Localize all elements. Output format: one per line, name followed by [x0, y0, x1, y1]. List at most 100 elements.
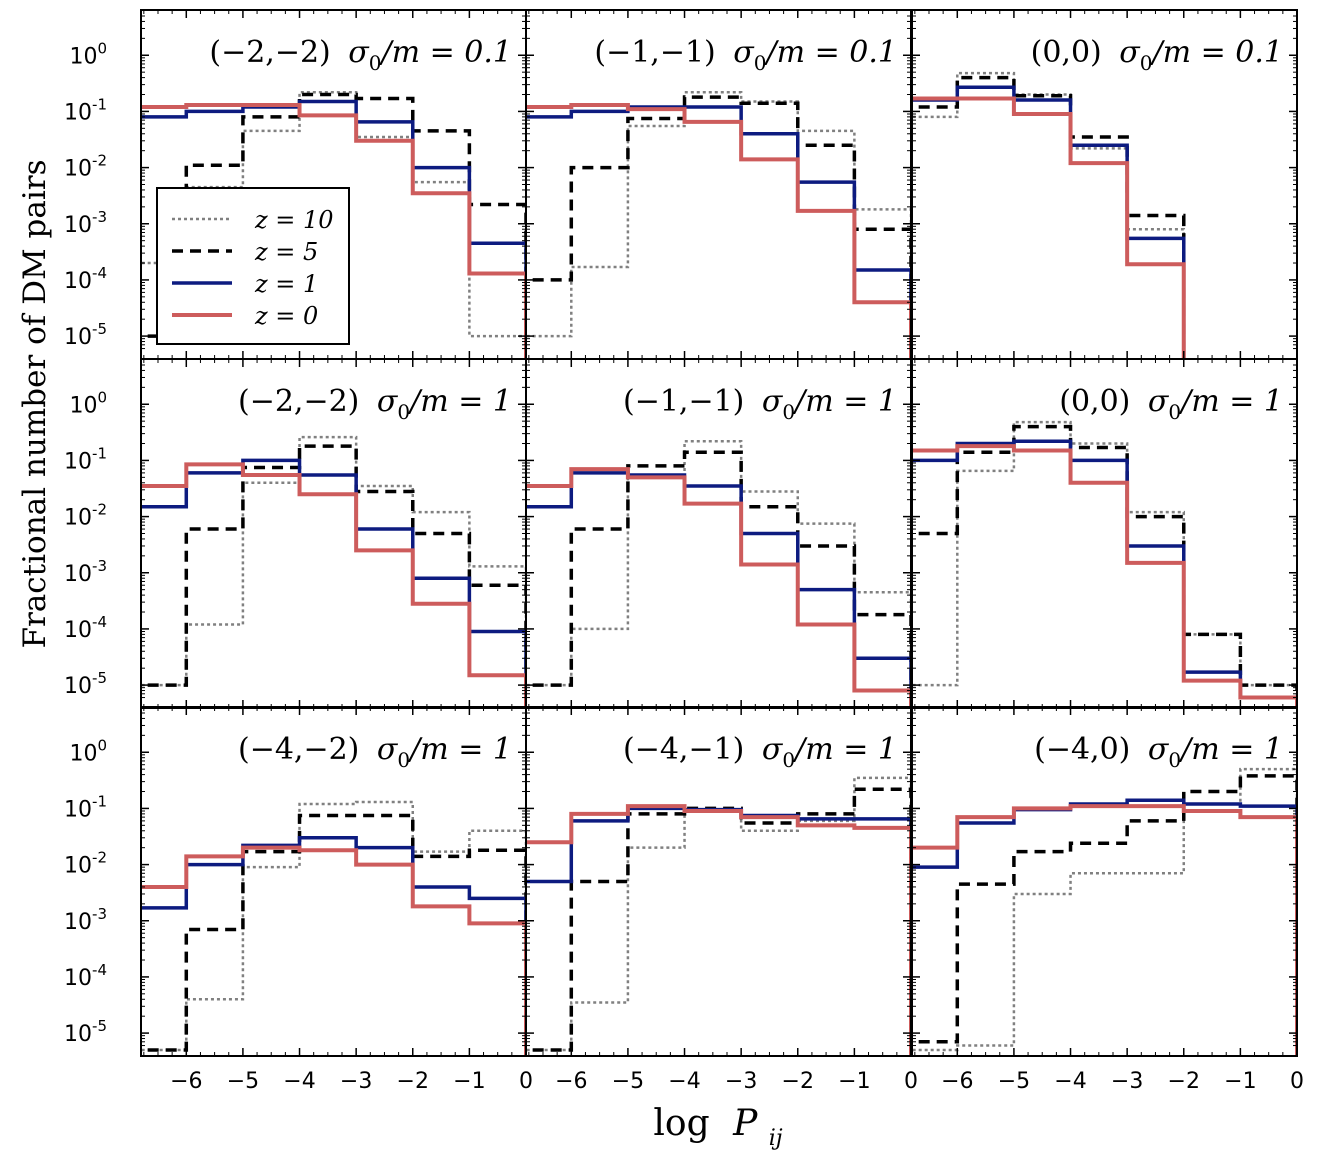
panel-1: 100 10-1 10-2 10-3 10-4 10-5 (−2,−2) σ0/m = 0.…: [64, 9, 527, 360]
series-z1: [912, 798, 1297, 1056]
series-z0: [912, 804, 1297, 1056]
x-tick-label: −6: [170, 1069, 202, 1094]
x-ticks: [914, 707, 1298, 1056]
x-tick-label: −6: [555, 1069, 587, 1094]
series-z0: [526, 804, 911, 1056]
panels: 100 10-1 10-2 10-3 10-4 10-5 (−2,−2) σ0/m = 0.…: [64, 9, 1304, 1094]
x-axis-label-sub: ij: [769, 1126, 783, 1151]
series-group: [141, 435, 526, 708]
panel-title: (0,0) σ0/m = 1: [1059, 384, 1283, 424]
panel-title: (−1,−1) σ0/m = 0.1: [594, 35, 897, 75]
panel-3: (0,0) σ0/m = 0.1: [911, 9, 1298, 360]
series-z0: [526, 467, 911, 708]
series-z0: [912, 96, 1186, 359]
series-z10: [912, 71, 1186, 359]
series-z1: [526, 471, 911, 708]
series-z5: [526, 95, 911, 359]
x-axis-label: log P ij: [653, 1103, 782, 1151]
y-ticks: [912, 712, 1297, 1047]
y-tick-label: 10-1: [64, 444, 107, 474]
series-z10: [526, 776, 911, 1056]
panel-4: 100 10-1 10-2 10-3 10-4 10-5 (−2,−2) σ0/m = 1: [64, 358, 527, 709]
panel-title: (−2,−2) σ0/m = 1: [238, 384, 512, 424]
y-tick-label: 10-5: [64, 320, 107, 350]
y-tick-label: 10-4: [64, 264, 107, 294]
panel-7: 100 10-1 10-2 10-3 10-4 10-5 −6 −5 −4 −3 −2 −1 0 (−4,…: [64, 706, 533, 1094]
y-axis-label: Fractional number of DM pairs: [17, 159, 53, 648]
series-group: [526, 439, 911, 708]
series-group: [912, 420, 1297, 708]
panel-title: (−4,0) σ0/m = 1: [1034, 732, 1283, 772]
series-z0: [141, 845, 526, 1056]
x-tick-label: −4: [668, 1069, 700, 1094]
x-tick-label: −2: [397, 1069, 429, 1094]
legend-box: [156, 187, 350, 345]
series-z1: [526, 806, 911, 1056]
y-tick-label: 100: [69, 736, 107, 766]
series-z10: [912, 767, 1297, 1056]
x-axis-label-var: P: [732, 1103, 758, 1144]
panel-6: (0,0) σ0/m = 1: [911, 358, 1298, 709]
x-ticks: [143, 10, 527, 359]
series-z5: [141, 813, 526, 1056]
series-group: [526, 776, 911, 1056]
x-tick-label: −1: [1224, 1069, 1256, 1094]
x-axis-label-log: log: [653, 1103, 709, 1144]
x-tick-label: −2: [1168, 1069, 1200, 1094]
series-z10: [141, 435, 526, 708]
series-z10: [141, 800, 526, 1056]
panel-9: −6 −5 −4 −3 −2 −1 0 (−4,0) σ0/m = 1: [911, 706, 1304, 1094]
x-tick-label: −3: [725, 1069, 757, 1094]
y-tick-label: 10-2: [64, 501, 107, 531]
x-tick-label: −1: [838, 1069, 870, 1094]
y-tick-label: 10-2: [64, 849, 107, 879]
series-z1: [912, 85, 1186, 359]
y-tick-label: 100: [69, 388, 107, 418]
y-tick-label: 10-1: [64, 95, 107, 125]
series-z1: [141, 458, 526, 708]
legend-label-z0: z = 0: [254, 302, 318, 330]
x-tick-label: −6: [941, 1069, 973, 1094]
panel-title: (−1,−1) σ0/m = 1: [623, 384, 897, 424]
series-z10: [526, 439, 911, 708]
legend: z = 10 z = 5 z = 1 z = 0: [156, 187, 350, 345]
y-ticks: [912, 364, 1297, 699]
panel-title: (−4,−1) σ0/m = 1: [623, 732, 897, 772]
x-tick-label: 0: [1290, 1069, 1304, 1094]
series-z5: [526, 450, 911, 708]
x-tick-label: −5: [998, 1069, 1030, 1094]
x-tick-label: −5: [227, 1069, 259, 1094]
series-z10: [912, 420, 1297, 708]
series-group: [141, 800, 526, 1056]
series-z0: [141, 103, 526, 359]
series-group: [912, 767, 1297, 1056]
x-tick-label: 0: [519, 1069, 533, 1094]
y-ticks: [912, 15, 1297, 350]
panel-title: (−2,−2) σ0/m = 0.1: [209, 35, 512, 75]
y-tick-label: 10-3: [64, 208, 107, 238]
x-tick-label: −2: [782, 1069, 814, 1094]
y-ticks: [141, 15, 526, 350]
series-z0: [912, 444, 1297, 708]
series-z5: [912, 774, 1297, 1056]
series-z0: [141, 462, 526, 708]
series-group: [141, 90, 526, 359]
y-ticks: [526, 364, 911, 699]
series-z5: [912, 424, 1297, 708]
x-tick-label: −4: [283, 1069, 315, 1094]
x-tick-label: −3: [1111, 1069, 1143, 1094]
y-ticks: [526, 15, 911, 350]
y-ticks: [526, 712, 911, 1047]
y-tick-label: 10-5: [64, 1017, 107, 1047]
panel-8: −6 −5 −4 −3 −2 −1 0 (−4,−1) σ0/m = 1: [525, 706, 918, 1094]
panel-5: (−1,−1) σ0/m = 1: [525, 358, 912, 709]
panel-title: (0,0) σ0/m = 0.1: [1031, 35, 1283, 75]
y-tick-label: 100: [69, 39, 107, 69]
y-tick-label: 10-4: [64, 613, 107, 643]
legend-label-z1: z = 1: [254, 270, 318, 298]
y-tick-label: 10-1: [64, 792, 107, 822]
series-group: [912, 71, 1186, 359]
x-tick-label: 0: [904, 1069, 918, 1094]
x-tick-label: −4: [1054, 1069, 1086, 1094]
x-tick-label: −1: [453, 1069, 485, 1094]
